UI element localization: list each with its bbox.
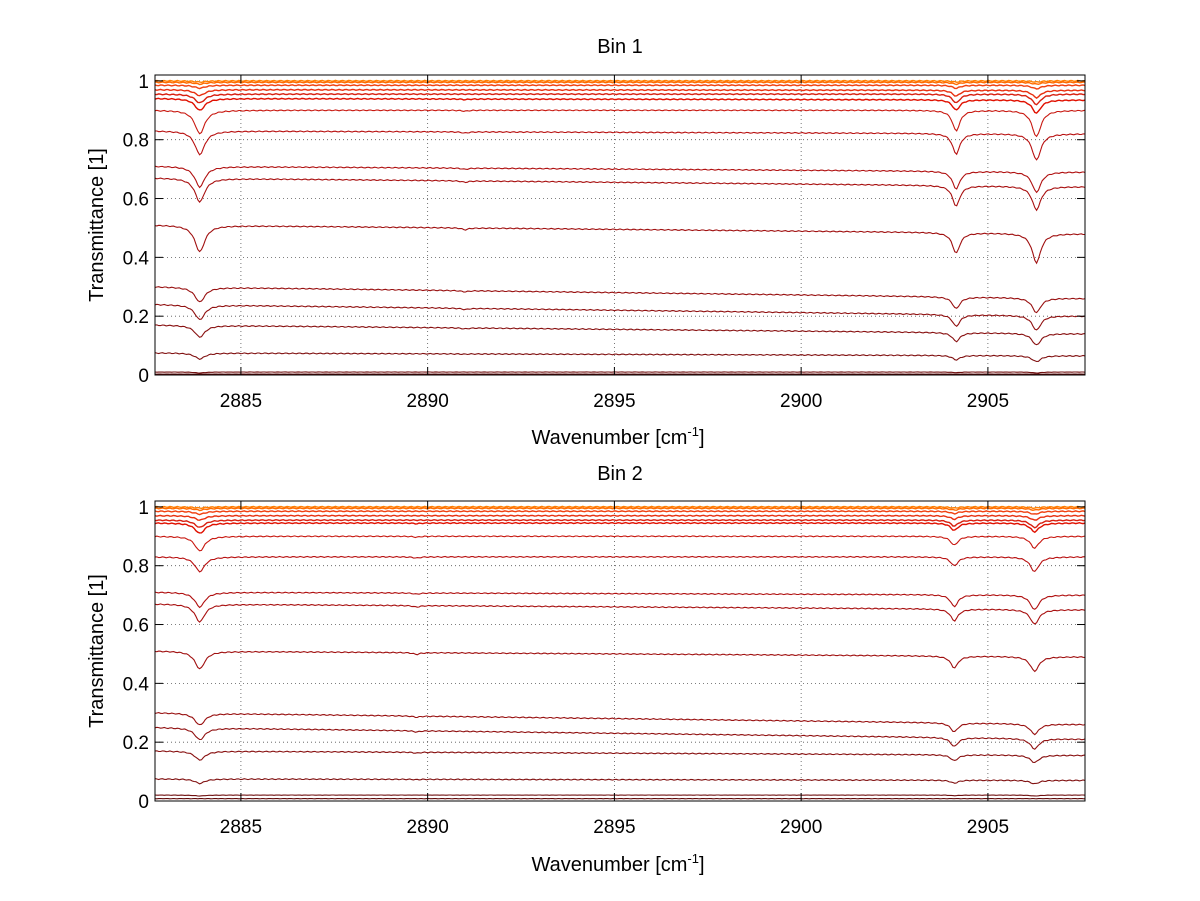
y-tick-label: 0.2 — [123, 733, 149, 754]
y-tick-label: 1 — [138, 498, 149, 519]
y-tick-label: 1 — [138, 72, 149, 93]
series-line — [154, 510, 1086, 516]
series-line — [154, 650, 1086, 673]
series-line — [154, 794, 1086, 797]
y-tick-label: 0.8 — [123, 131, 149, 152]
plot-area — [155, 501, 1085, 801]
series-line — [154, 81, 1086, 86]
x-tick-label: 2895 — [593, 391, 635, 412]
x-axis-label-sup: -1 — [687, 424, 699, 439]
x-axis-label-end: ] — [699, 854, 705, 876]
series-line — [154, 324, 1086, 346]
series-line — [155, 130, 1085, 161]
series-line — [154, 165, 1086, 194]
series-line — [154, 109, 1086, 138]
series-line — [155, 555, 1086, 573]
series-line — [154, 712, 1086, 736]
series-line — [154, 371, 1086, 374]
axes-box — [154, 74, 1086, 376]
series-line — [154, 518, 1086, 529]
x-tick-label: 2905 — [967, 817, 1009, 838]
series-line — [154, 514, 1086, 521]
series-line — [154, 535, 1086, 552]
axes-box — [154, 500, 1086, 802]
x-axis-label-main: Wavenumber [cm — [531, 854, 687, 876]
series-line — [154, 177, 1086, 212]
series-line — [154, 603, 1086, 625]
x-tick-label: 2900 — [780, 391, 822, 412]
x-axis-label-main: Wavenumber [cm — [531, 427, 687, 449]
series-line — [154, 750, 1086, 763]
series-lines — [154, 505, 1086, 800]
series-line — [154, 84, 1086, 90]
series-lines — [154, 79, 1086, 375]
series-line — [154, 352, 1086, 363]
series-line — [154, 97, 1086, 114]
series-line — [154, 79, 1086, 84]
y-tick-label: 0.4 — [123, 248, 150, 269]
y-tick-label: 0.2 — [123, 307, 149, 328]
series-line — [154, 521, 1086, 534]
y-axis-label: Transmittance [1] — [86, 148, 108, 302]
x-tick-label: 2900 — [780, 817, 822, 838]
series-line — [154, 505, 1086, 510]
chart-panel-bin-2: Bin 2 2885 2890 2895 2900 2905 0 0.2 0.4 0.6 0.8 1… — [86, 463, 1086, 876]
y-tick-label: 0 — [138, 366, 149, 387]
y-tick-label: 0.6 — [123, 616, 149, 637]
series-line — [154, 303, 1086, 331]
chart-panel-bin-1: Bin 1 2885 2890 2895 2900 2905 0 0.2 0.4 0.6 0.8 1… — [86, 36, 1086, 449]
series-line — [154, 92, 1086, 106]
y-tick-label: 0 — [138, 792, 149, 813]
series-line — [154, 778, 1086, 785]
x-axis-label: Wavenumber [cm-1] — [531, 851, 704, 876]
x-axis-label-sup: -1 — [687, 851, 699, 866]
y-axis-label: Transmittance [1] — [86, 574, 108, 728]
series-line — [154, 726, 1086, 750]
x-axis-label: Wavenumber [cm-1] — [531, 424, 704, 449]
x-tick-label: 2890 — [407, 391, 449, 412]
y-tick-label: 0.6 — [123, 190, 149, 211]
y-tick-label: 0.4 — [123, 674, 150, 695]
series-line — [154, 507, 1086, 512]
x-axis-label-end: ] — [699, 427, 705, 449]
x-tick-label: 2885 — [220, 817, 262, 838]
x-tick-label: 2890 — [407, 817, 449, 838]
plot-area — [155, 75, 1085, 375]
axis-ticks: 2885 2890 2895 2900 2905 0 0.2 0.4 0.6 0.8 1 — [123, 72, 1085, 412]
axis-ticks: 2885 2890 2895 2900 2905 0 0.2 0.4 0.6 0.8 1 — [123, 498, 1085, 838]
x-tick-label: 2885 — [220, 391, 262, 412]
chart-title: Bin 1 — [597, 36, 643, 58]
series-line — [154, 224, 1085, 265]
series-line — [154, 591, 1086, 610]
series-line — [154, 286, 1086, 314]
chart-title: Bin 2 — [597, 463, 643, 485]
series-line — [154, 88, 1086, 99]
x-tick-label: 2895 — [593, 817, 635, 838]
x-tick-label: 2905 — [967, 391, 1009, 412]
y-tick-label: 0.8 — [123, 557, 149, 578]
